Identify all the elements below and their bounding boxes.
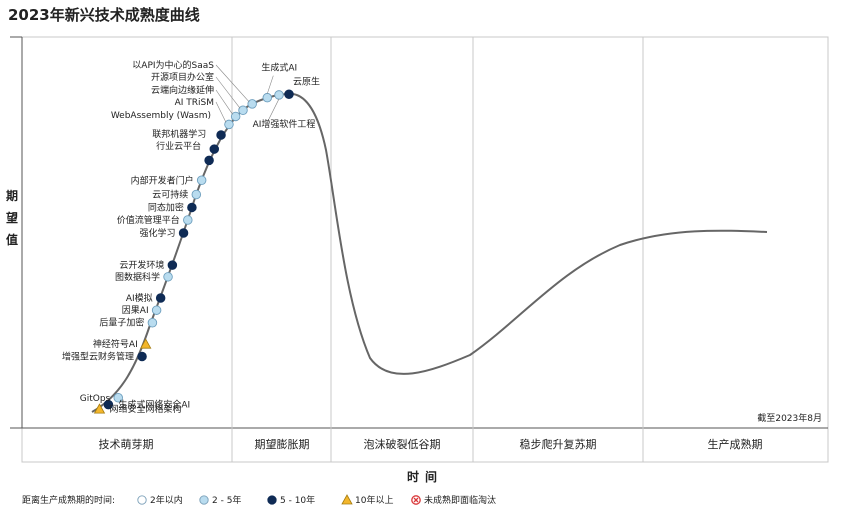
point-marker-12 — [187, 202, 197, 213]
point-marker-17 — [216, 130, 226, 140]
legend-symbol-2to5 — [199, 495, 209, 505]
point-marker-23 — [274, 90, 284, 100]
legend-label-5to10: 5 - 10年 — [280, 494, 315, 506]
phase-label-3: 泡沫破裂低谷期 — [364, 437, 441, 451]
point-label-11: 价值流管理平台 — [117, 214, 180, 226]
point-label-9: 云开发环境 — [119, 259, 164, 271]
point-label-1: 生成式网络安全AI — [118, 399, 190, 411]
legend-label-gt10: 10年以上 — [355, 494, 393, 506]
phase-label-2: 期望膨胀期 — [255, 437, 310, 451]
point-marker-0 — [93, 403, 106, 414]
chart-title: 2023年新兴技术成熟度曲线 — [8, 6, 200, 24]
point-marker-19 — [230, 111, 241, 122]
legend-symbol-gt10 — [341, 494, 353, 505]
leader-line-22 — [267, 75, 274, 94]
phase-dividers — [231, 37, 644, 462]
legend-label-obsolete: 未成熟即面临淘汰 — [424, 494, 496, 506]
point-marker-16 — [209, 144, 220, 154]
point-label-22: 生成式AI — [261, 62, 297, 74]
point-label-17: WebAssembly (Wasm) — [111, 111, 211, 121]
point-marker-6 — [151, 305, 162, 315]
legend-title: 距离生产成熟期的时间: — [22, 494, 115, 506]
point-label-18: AI TRiSM — [175, 98, 214, 108]
point-marker-7 — [155, 293, 166, 303]
y-axis-label-char: 望 — [6, 210, 18, 225]
point-marker-11 — [183, 215, 193, 225]
plot-frame — [21, 36, 829, 463]
point-label-15: 行业云平台 — [156, 140, 201, 152]
legend-symbol-5to10 — [267, 495, 277, 505]
leader-line-21 — [215, 64, 250, 103]
point-label-20: 开源项目办公室 — [151, 71, 214, 83]
point-label-21: 以API为中心的SaaS — [132, 59, 214, 71]
legend: 距离生产成熟期的时间: 2年以内 2 - 5年 5 - 10年 10年以上 未成熟即面临淘… — [22, 494, 496, 506]
point-label-8: 图数据科学 — [115, 271, 160, 283]
phase-label-1: 技术萌芽期 — [99, 437, 154, 451]
point-label-14: 内部开发者门户 — [131, 174, 194, 186]
point-marker-24 — [284, 89, 294, 100]
point-label-10: 强化学习 — [140, 227, 176, 239]
x-axis-label: 时间 — [407, 469, 443, 484]
point-marker-2 — [113, 393, 123, 403]
legend-symbol-lt2 — [137, 495, 147, 505]
legend-label-lt2: 2年以内 — [150, 494, 183, 506]
point-marker-18 — [224, 119, 234, 130]
point-label-2: GitOps — [80, 394, 111, 404]
point-label-7: AI模拟 — [126, 292, 153, 304]
point-label-3: 增强型云财务管理 — [62, 350, 134, 362]
point-marker-3 — [137, 351, 147, 362]
point-marker-21 — [247, 99, 257, 109]
y-axis-label-char: 值 — [6, 232, 18, 247]
y-axis-label-char: 期 — [6, 188, 18, 203]
phase-label-4: 稳步爬升复苏期 — [520, 437, 597, 451]
leader-line-20 — [215, 76, 241, 109]
point-marker-1 — [103, 399, 114, 410]
date-note: 截至2023年8月 — [757, 412, 822, 424]
point-label-19: 云端向边缘延伸 — [151, 84, 214, 96]
point-marker-20 — [238, 105, 248, 115]
point-marker-4 — [140, 338, 152, 349]
point-label-0: 网络安全网格架构 — [109, 403, 181, 415]
point-label-6: 因果AI — [122, 305, 149, 316]
leader-line-23 — [268, 98, 280, 120]
point-label-13: 云可持续 — [152, 189, 188, 201]
leader-line-18 — [215, 101, 227, 123]
point-label-4: 神经符号AI — [93, 338, 138, 350]
point-marker-5 — [147, 317, 158, 328]
point-marker-15 — [204, 155, 214, 166]
legend-label-2to5: 2 - 5年 — [212, 494, 241, 506]
point-marker-14 — [196, 175, 207, 186]
legend-symbol-obsolete — [411, 495, 421, 505]
y-axis-label: 期望值 — [6, 188, 18, 247]
point-label-12: 同态加密 — [148, 201, 184, 213]
point-label-24: 云原生 — [293, 75, 320, 87]
leader-line-19 — [215, 89, 233, 115]
point-label-16: 联邦机器学习 — [152, 128, 206, 140]
point-marker-10 — [178, 228, 189, 238]
point-label-5: 后量子加密 — [99, 317, 144, 329]
point-marker-13 — [191, 189, 202, 200]
point-marker-22 — [262, 92, 273, 103]
point-marker-9 — [167, 260, 178, 270]
point-marker-8 — [163, 272, 173, 282]
phase-label-5: 生产成熟期 — [708, 437, 763, 451]
y-axis-label-text: 期望值 — [6, 188, 18, 247]
point-label-23: AI增强软件工程 — [253, 118, 316, 130]
